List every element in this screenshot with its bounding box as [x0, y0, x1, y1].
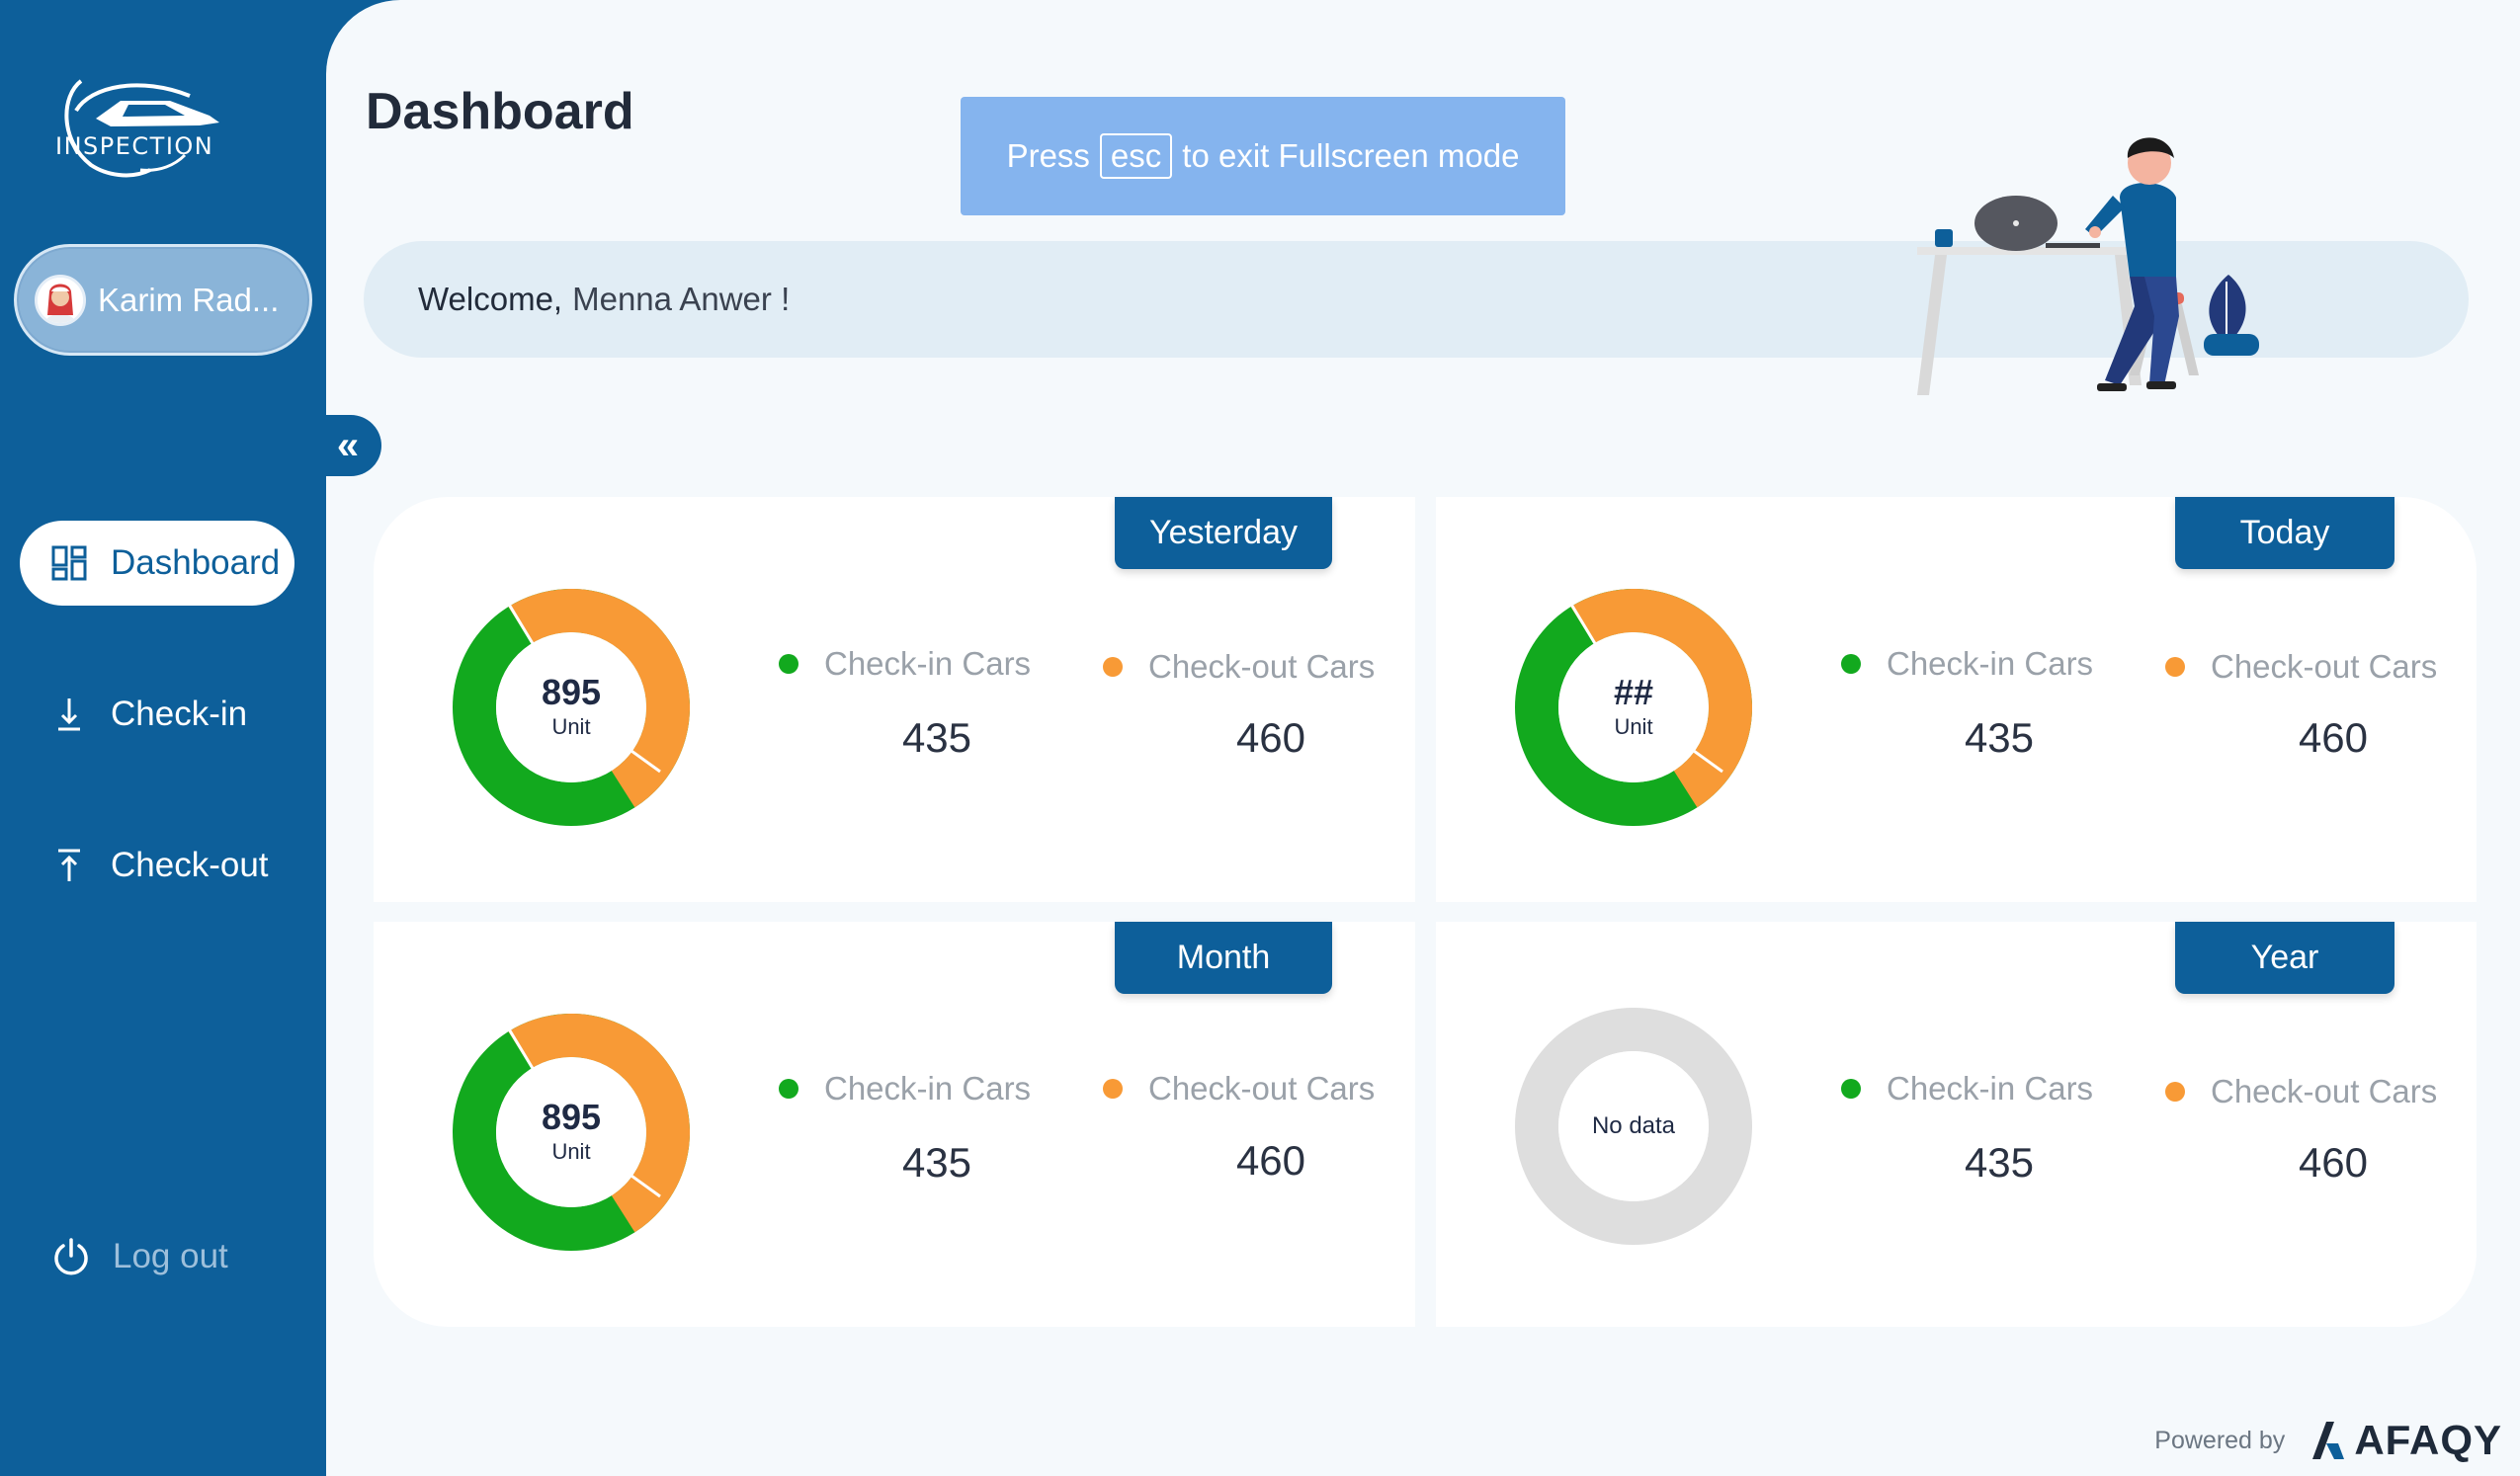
nav-dashboard[interactable]: Dashboard [20, 521, 294, 606]
donut-chart-empty: No data [1515, 1008, 1752, 1245]
logout-label: Log out [113, 1237, 228, 1275]
donut-chart: ## Unit [1515, 589, 1752, 826]
legend-checkout: Check-out Cars [2165, 1073, 2437, 1110]
checkin-value: 435 [901, 714, 972, 761]
checkout-segment [453, 589, 690, 826]
main-content: Dashboard Press esc to exit Fullscreen m… [326, 0, 2520, 1476]
user-profile[interactable]: Karim Rad... [14, 244, 312, 356]
checkout-value: 460 [2298, 1139, 2369, 1186]
person-at-desk-illustration [1917, 137, 2259, 395]
stats-card-month: Month 895 Unit Check-in Cars 435 Check-o… [374, 922, 1415, 1327]
logo-text: INSPECTION [55, 132, 214, 160]
checkin-label: Check-in Cars [824, 1070, 1032, 1107]
checkout-value: 460 [1235, 714, 1306, 761]
power-icon [51, 1237, 91, 1276]
logout-button[interactable]: Log out [51, 1237, 228, 1276]
afaqy-logo-icon [2309, 1420, 2348, 1461]
checkout-label: Check-out Cars [2211, 648, 2438, 685]
stats-card-yesterday: Yesterday 895 Unit Check-in Cars 435 Che… [374, 497, 1415, 902]
checkin-dot [1841, 1079, 1861, 1099]
checkin-dot [779, 654, 798, 674]
checkout-label: Check-out Cars [1148, 648, 1376, 685]
esc-key-badge: esc [1099, 133, 1173, 179]
period-tag-year[interactable]: Year [2175, 922, 2394, 994]
car-logo-icon [64, 79, 219, 178]
checkin-value: 435 [1964, 1139, 2035, 1186]
legend-checkin: Check-in Cars [779, 645, 1031, 683]
donut-total: 895 [541, 672, 602, 712]
legend-checkin: Check-in Cars [779, 1070, 1031, 1107]
donut-unit: Unit [551, 714, 591, 739]
footer: Powered by AFAQY [2154, 1417, 2502, 1464]
double-chevron-left-icon: « [336, 423, 360, 467]
legend-checkout: Check-out Cars [2165, 648, 2437, 686]
legend-checkin: Check-in Cars [1841, 645, 2093, 683]
welcome-label: Welcome, [418, 281, 563, 317]
fullscreen-text-before: Press [1006, 137, 1090, 174]
dashboard-grid-icon [49, 543, 89, 583]
checkout-segment [453, 1014, 690, 1251]
arrow-up-from-line-icon [49, 846, 89, 885]
checkout-value: 460 [2298, 714, 2369, 761]
stats-card-today: Today ## Unit Check-in Cars 435 Check-ou… [1436, 497, 2477, 902]
fullscreen-text-after: to exit Fullscreen mode [1182, 137, 1520, 174]
empty-ring [1515, 1008, 1752, 1245]
checkin-dot [779, 1079, 798, 1099]
checkin-label: Check-in Cars [1887, 645, 2094, 682]
donut-chart: 895 Unit [453, 589, 690, 826]
fullscreen-notice: Press esc to exit Fullscreen mode [961, 97, 1565, 215]
period-tag-yesterday[interactable]: Yesterday [1115, 497, 1332, 569]
nav-check-out-label: Check-out [111, 846, 269, 884]
period-tag-today[interactable]: Today [2175, 497, 2394, 569]
checkout-dot [2165, 657, 2185, 677]
checkout-value: 460 [1235, 1137, 1306, 1184]
avatar [35, 274, 86, 326]
donut-chart: 895 Unit [453, 1014, 690, 1251]
nav-check-out[interactable]: Check-out [20, 823, 294, 908]
checkout-dot [1103, 657, 1123, 677]
checkout-dot [1103, 1079, 1123, 1099]
afaqy-brand: AFAQY [2354, 1417, 2502, 1463]
checkout-label: Check-out Cars [2211, 1073, 2438, 1109]
donut-total: 895 [541, 1097, 602, 1137]
powered-by-label: Powered by [2154, 1426, 2286, 1454]
user-name: Karim Rad... [98, 281, 280, 318]
no-data-label: No data [1591, 1112, 1676, 1139]
sidebar: INSPECTION Karim Rad... Dashboard [0, 0, 326, 1476]
period-tag-month[interactable]: Month [1115, 922, 1332, 994]
inspection-logo[interactable]: INSPECTION [51, 71, 224, 190]
nav-dashboard-label: Dashboard [111, 543, 281, 582]
nav-check-in-label: Check-in [111, 695, 248, 733]
donut-total: ## [1613, 672, 1654, 712]
legend-checkout: Check-out Cars [1103, 1070, 1375, 1107]
page-title: Dashboard [366, 83, 634, 140]
checkout-label: Check-out Cars [1148, 1070, 1376, 1107]
welcome-user-name: Menna Anwer ! [572, 281, 791, 317]
checkin-label: Check-in Cars [1887, 1070, 2094, 1107]
legend-checkin: Check-in Cars [1841, 1070, 2093, 1107]
checkin-label: Check-in Cars [824, 645, 1032, 682]
collapse-sidebar-button[interactable]: « [314, 415, 381, 476]
legend-checkout: Check-out Cars [1103, 648, 1375, 686]
checkout-dot [2165, 1082, 2185, 1102]
checkin-dot [1841, 654, 1861, 674]
donut-unit: Unit [1614, 714, 1653, 739]
stats-card-year: Year No data Check-in Cars 435 Check-out… [1436, 922, 2477, 1327]
user-avatar-icon [38, 277, 83, 323]
donut-unit: Unit [551, 1139, 591, 1164]
nav-check-in[interactable]: Check-in [20, 672, 294, 757]
checkin-value: 435 [901, 1139, 972, 1186]
checkin-value: 435 [1964, 714, 2035, 761]
arrow-down-to-line-icon [49, 695, 89, 734]
